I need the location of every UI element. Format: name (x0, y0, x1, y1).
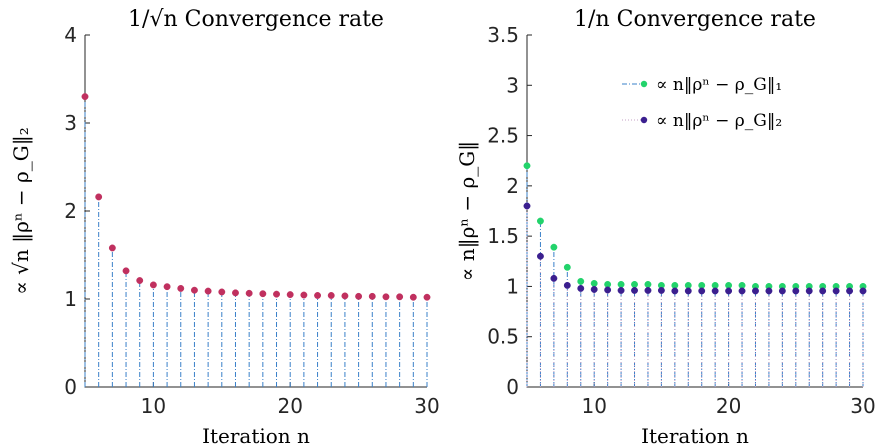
data-point (819, 287, 827, 295)
data-point (563, 263, 571, 271)
data-point (563, 281, 571, 289)
y-axis-label: ∝ √n ‖ρⁿ − ρ_G‖₂ (9, 127, 34, 295)
y-tick-label: 4 (64, 23, 77, 47)
y-tick-label: 3 (64, 111, 77, 135)
data-point (671, 287, 679, 295)
y-tick-label: 2 (506, 174, 519, 198)
data-point (725, 287, 733, 295)
data-point (577, 277, 585, 285)
data-point (698, 287, 706, 295)
y-tick-label: 1.5 (487, 224, 519, 248)
y-axis-label: ∝ n‖ρⁿ − ρ_G‖ (455, 141, 480, 281)
legend-marker (640, 80, 648, 88)
right-chart-panel: 0 0.5 1 1.5 2 2.5 3 3.5 10 20 30 1/n Convergence ra… (455, 7, 876, 446)
y-tick-label: 3.5 (487, 23, 519, 47)
data-point (577, 284, 585, 292)
data-point (846, 287, 854, 295)
y-tick-label: 2.5 (487, 124, 519, 148)
data-point (300, 291, 308, 299)
data-point (550, 274, 558, 282)
data-point (81, 93, 89, 101)
data-point (859, 287, 867, 295)
data-point (590, 285, 598, 293)
data-point (684, 287, 692, 295)
data-point (218, 288, 226, 296)
data-point (409, 293, 417, 301)
y-tick-label: 0 (64, 375, 77, 399)
data-point (163, 283, 171, 291)
data-point (314, 292, 322, 299)
data-point (122, 267, 130, 275)
data-point (617, 287, 625, 294)
data-point (805, 287, 813, 295)
data-point (327, 292, 335, 299)
data-point (149, 281, 157, 289)
data-point (368, 292, 376, 300)
x-tick-label: 10 (581, 394, 606, 418)
y-tick-label: 2 (64, 199, 77, 223)
legend-entry: ∝ n‖ρⁿ − ρ_G‖₂ (656, 111, 782, 131)
data-point (550, 243, 558, 251)
data-point (738, 287, 746, 295)
data-point (177, 284, 185, 292)
legend-marker (640, 116, 648, 124)
data-point (644, 280, 652, 288)
data-point (604, 286, 612, 294)
y-tick-label: 0.5 (487, 325, 519, 349)
data-point (523, 162, 531, 170)
data-point (108, 244, 116, 252)
data-point (190, 286, 198, 294)
legend-entry: ∝ n‖ρⁿ − ρ_G‖₁ (656, 75, 782, 95)
x-axis-label: Iteration n (202, 424, 310, 446)
left-chart-panel: 0 1 2 3 4 10 20 30 1/√n Convergence rate Iteratio… (9, 7, 440, 446)
data-point (273, 290, 280, 298)
data-point (832, 287, 840, 295)
data-point (711, 287, 719, 295)
x-tick-label: 30 (414, 394, 439, 418)
data-point (536, 217, 544, 225)
x-axis-label: Iteration n (641, 424, 749, 446)
data-point (657, 287, 665, 294)
data-point (232, 289, 239, 297)
y-tick-label: 1 (64, 287, 77, 311)
data-point (523, 202, 531, 210)
data-point (355, 292, 363, 300)
chart-title: 1/√n Convergence rate (128, 7, 384, 32)
data-point (536, 252, 544, 260)
axes-frame (84, 35, 427, 388)
data-point (617, 280, 625, 288)
y-tick-label: 3 (506, 73, 519, 97)
data-point (136, 277, 144, 284)
y-tick-label: 1 (506, 274, 519, 298)
data-point (286, 291, 294, 299)
data-point (245, 289, 253, 297)
data-point (778, 287, 786, 295)
x-tick-label: 10 (141, 394, 166, 418)
data-point (792, 287, 800, 295)
data-point (631, 280, 638, 288)
data-point (341, 292, 349, 300)
data-point (259, 290, 267, 298)
data-point (752, 287, 759, 295)
chart-title: 1/n Convergence rate (574, 7, 816, 32)
y-tick-label: 0 (506, 375, 519, 399)
x-tick-label: 30 (850, 394, 875, 418)
data-point (644, 287, 652, 294)
data-point (631, 287, 638, 294)
x-tick-label: 20 (277, 394, 302, 418)
data-point (423, 293, 431, 301)
data-point (95, 193, 103, 201)
data-point (765, 287, 773, 295)
x-tick-label: 20 (716, 394, 741, 418)
data-point (590, 279, 598, 287)
data-point (396, 293, 404, 301)
data-point (382, 293, 390, 301)
data-point (204, 287, 212, 295)
